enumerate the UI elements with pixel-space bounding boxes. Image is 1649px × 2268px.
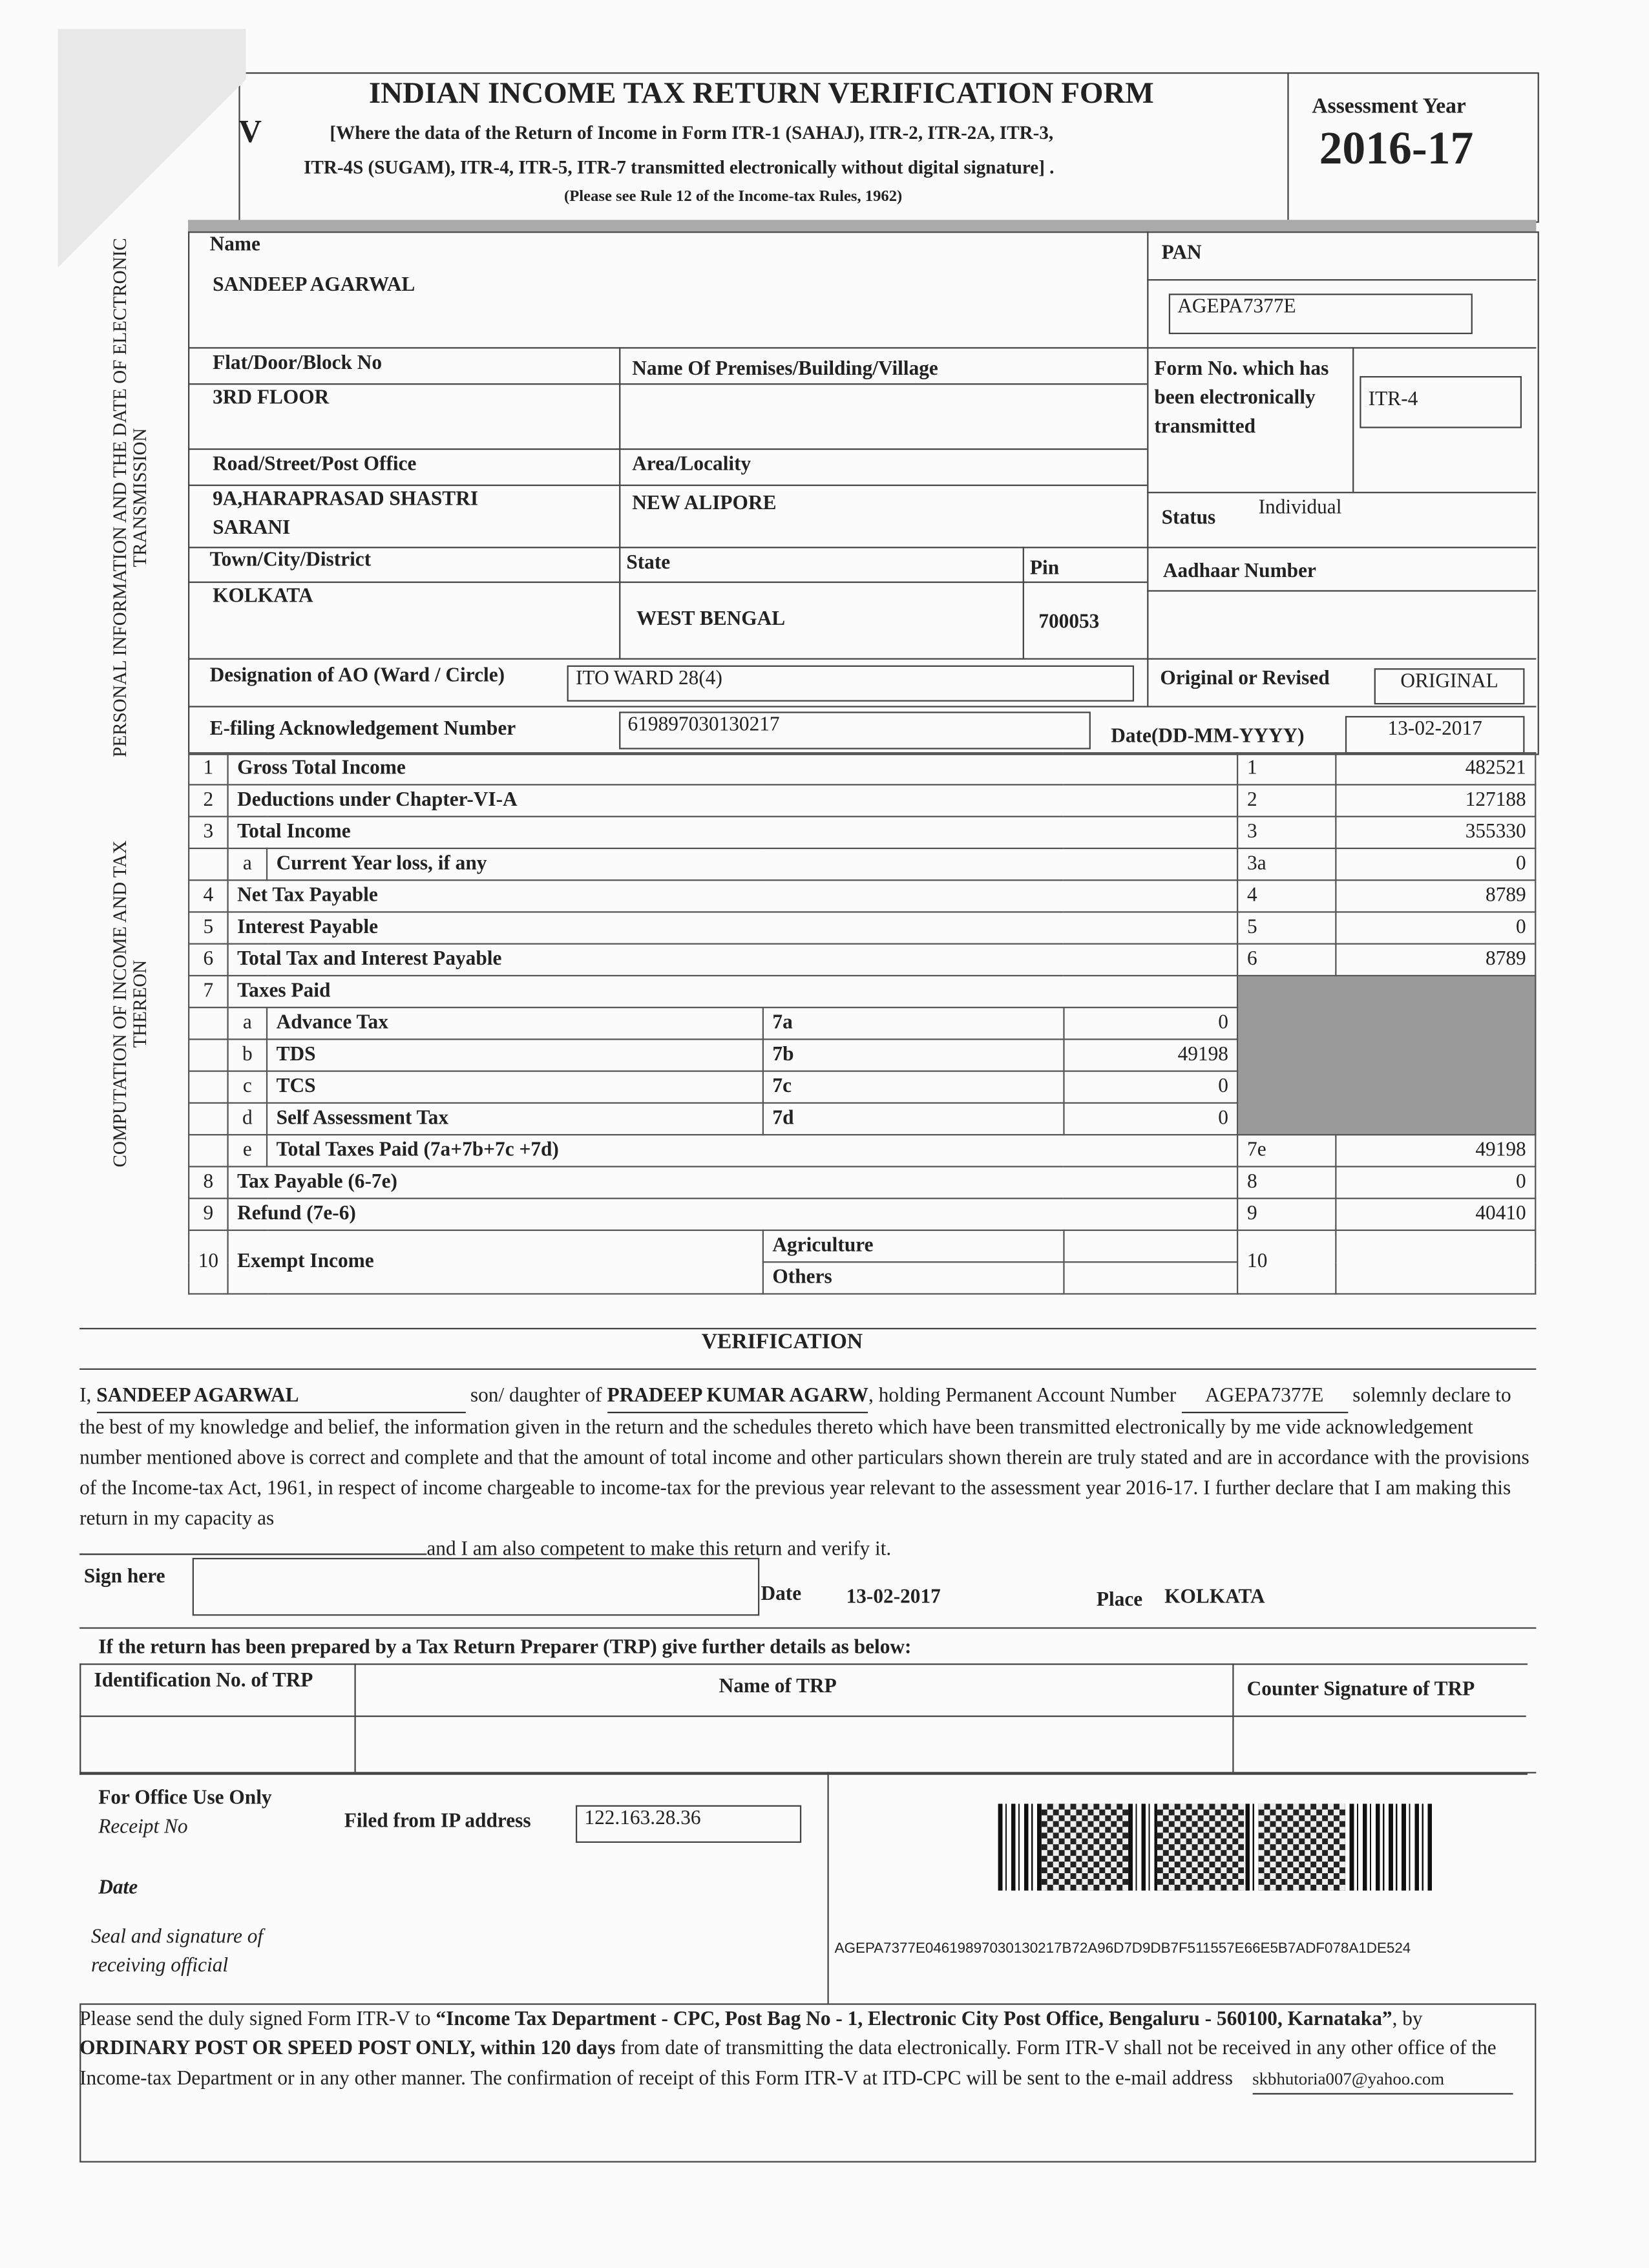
premises-label: Name Of Premises/Building/Village — [632, 359, 938, 381]
seal-label: Seal and signature of receiving official — [91, 1926, 264, 1978]
table-row: a Current Year loss, if any 3a 0 — [188, 847, 1537, 881]
ack-label: E-filing Acknowledgement Number — [209, 719, 516, 741]
trp-table — [79, 1663, 1528, 1775]
table-row: 7 Taxes Paid — [188, 974, 1537, 1136]
ao-label: Designation of AO (Ward / Circle) — [209, 665, 505, 688]
father-name: PRADEEP KUMAR AGARW — [607, 1381, 869, 1414]
table-row: d Self Assessment Tax 7d 0 — [188, 1102, 1535, 1136]
place-label: Place — [1096, 1590, 1143, 1612]
table-row: 10 Exempt Income Agriculture 10 — [188, 1229, 1537, 1295]
barcode-block-1 — [1041, 1803, 1129, 1891]
declarant-pan: AGEPA7377E — [1181, 1381, 1348, 1414]
signature-box[interactable] — [192, 1557, 760, 1616]
table-row: a Advance Tax 7a 0 — [188, 1007, 1535, 1040]
form-subtitle-3: (Please see Rule 12 of the Income-tax Ru… — [564, 188, 903, 205]
form-subtitle-1: [Where the data of the Return of Income … — [330, 121, 1054, 143]
table-row: 8 Tax Payable (6-7e) 8 0 — [188, 1166, 1537, 1199]
town-label: Town/City/District — [209, 549, 372, 572]
road-label: Road/Street/Post Office — [213, 454, 417, 476]
ip-label: Filed from IP address — [344, 1811, 531, 1833]
road-value-1: 9A,HARAPRASAD SHASTRI — [213, 488, 479, 511]
declaration-text: I, SANDEEP AGARWAL son/ daughter of PRAD… — [79, 1381, 1533, 1565]
computation-table: 1 Gross Total Income 1 482521 2 Deductions u… — [188, 752, 1537, 1295]
date-label: Date(DD-MM-YYYY) — [1111, 726, 1305, 748]
page-corner-fold — [58, 28, 246, 319]
ip-field: 122.163.28.36 — [575, 1805, 802, 1843]
verification-title: VERIFICATION — [701, 1330, 863, 1354]
table-row: 4 Net Tax Payable 4 8789 — [188, 879, 1537, 913]
status-value: Individual — [1258, 498, 1342, 520]
status-label: Status — [1161, 507, 1216, 530]
office-use-title: For Office Use Only — [98, 1787, 272, 1810]
verification-date-label: Date — [761, 1584, 802, 1606]
table-row: 2 Deductions under Chapter-VI-A 2 127188 — [188, 784, 1537, 817]
area-label: Area/Locality — [632, 454, 751, 476]
table-row: 5 Interest Payable 5 0 — [188, 911, 1537, 945]
state-label: State — [626, 552, 671, 574]
declarant-name: SANDEEP AGARWAL — [96, 1381, 466, 1414]
town-value: KOLKATA — [213, 585, 313, 608]
trp-col-name: Name of TRP — [719, 1676, 837, 1699]
footer-box — [79, 2003, 1537, 2163]
area-value: NEW ALIPORE — [632, 493, 777, 515]
verification-date: 13-02-2017 — [846, 1586, 941, 1609]
table-row: 6 Total Tax and Interest Payable 6 8789 — [188, 943, 1537, 977]
barcode-block-3 — [1258, 1803, 1345, 1891]
assessment-year-value: 2016-17 — [1319, 121, 1474, 174]
ao-field: ITO WARD 28(4) — [567, 665, 1135, 702]
table-row: Others — [189, 1261, 1535, 1295]
original-revised-label: Original or Revised — [1160, 668, 1330, 690]
computation-section-label: COMPUTATION OF INCOME AND TAX THEREON — [108, 840, 151, 1168]
barcode-text: AGEPA7377E04619897030130217B72A96D7D9DB7… — [834, 1941, 1411, 1957]
name-value: SANDEEP AGARWAL — [213, 275, 415, 297]
receipt-no-label: Receipt No — [98, 1816, 188, 1839]
form-no-label: Form No. which has been electronically t… — [1154, 359, 1329, 439]
ack-date-field: 13-02-2017 — [1345, 716, 1525, 754]
table-row: 3 Total Income 3 355330 — [188, 815, 1537, 850]
aadhaar-label: Aadhaar Number — [1162, 561, 1316, 583]
trp-col-sign: Counter Signature of TRP — [1246, 1679, 1475, 1701]
trp-col-id: Identification No. of TRP — [94, 1670, 313, 1693]
barcode-block-2 — [1157, 1803, 1245, 1891]
footer-text: Please send the duly signed Form ITR-V t… — [79, 2006, 1526, 2095]
table-row: e Total Taxes Paid (7a+7b+7c +7d) 7e 49198 — [188, 1134, 1537, 1168]
form-subtitle-2: ITR-4S (SUGAM), ITR-4, ITR-5, ITR-7 tran… — [304, 156, 1055, 178]
original-revised-field: ORIGINAL — [1374, 668, 1525, 705]
table-row: 1 Gross Total Income 1 482521 — [188, 752, 1537, 786]
pin-value: 700053 — [1038, 611, 1100, 634]
trp-heading: If the return has been prepared by a Tax… — [98, 1637, 912, 1659]
ack-field: 619897030130217 — [619, 711, 1091, 750]
form-no-field: ITR-4 — [1360, 376, 1522, 428]
state-value: WEST BENGAL — [636, 609, 786, 631]
table-row: 9 Refund (7e-6) 9 40410 — [188, 1197, 1537, 1232]
table-row: c TCS 7c 0 — [188, 1070, 1535, 1104]
email-address: skbhutoria007@yahoo.com — [1252, 2064, 1513, 2095]
road-value-2: SARANI — [213, 518, 291, 540]
sign-label: Sign here — [83, 1566, 165, 1588]
form-title: INDIAN INCOME TAX RETURN VERIFICATION FO… — [368, 75, 1154, 110]
table-row: b TDS 7b 49198 — [188, 1038, 1535, 1072]
flat-label: Flat/Door/Block No — [213, 353, 383, 375]
office-date-label: Date — [98, 1877, 138, 1900]
pan-label: PAN — [1161, 243, 1202, 265]
verification-title-box — [79, 1328, 1537, 1370]
pan-field: AGEPA7377E — [1168, 293, 1473, 335]
assessment-year-label: Assessment Year — [1312, 95, 1466, 119]
place-value: KOLKATA — [1164, 1586, 1265, 1609]
gray-band — [188, 220, 1537, 232]
pin-label: Pin — [1029, 558, 1060, 580]
flat-value: 3RD FLOOR — [213, 387, 330, 410]
